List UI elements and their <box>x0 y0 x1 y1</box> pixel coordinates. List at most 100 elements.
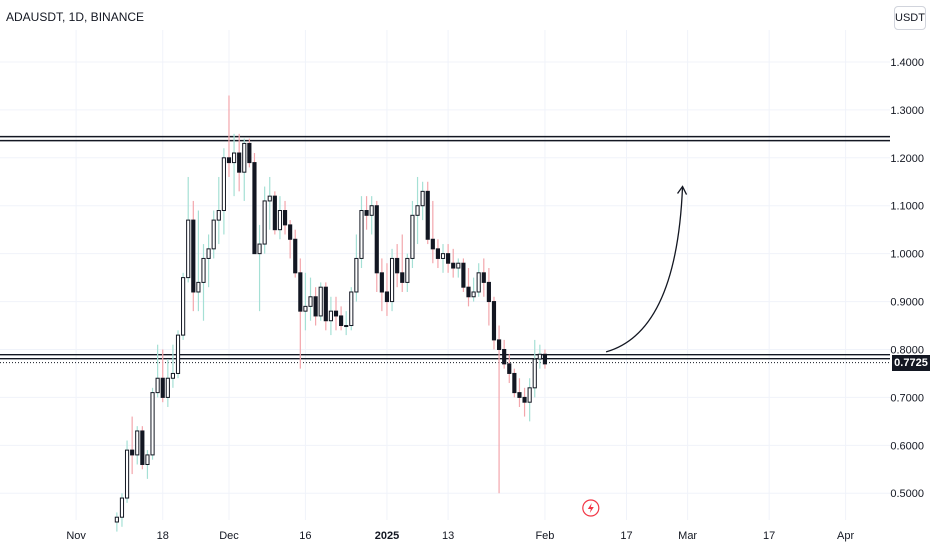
candle-body <box>114 516 119 523</box>
candle-body <box>308 296 313 307</box>
time-tick-label: 13 <box>442 530 454 542</box>
candle-body <box>440 253 446 259</box>
arrow-head <box>677 185 688 195</box>
time-tick-label: 17 <box>620 530 632 542</box>
candle-body <box>395 257 400 274</box>
candle-body <box>226 157 232 164</box>
candle-body <box>318 286 323 317</box>
candle-body <box>522 396 527 403</box>
candle-body <box>456 262 461 269</box>
candle-body <box>175 334 181 374</box>
time-tick-label: Dec <box>219 530 239 542</box>
candle-body <box>339 315 344 327</box>
price-tick-label: 0.9000 <box>890 297 924 309</box>
candle-body <box>201 257 206 283</box>
candle-body <box>425 190 430 240</box>
candle-body <box>542 353 548 365</box>
price-tick-label: 1.1000 <box>890 201 924 213</box>
candle-body <box>216 210 221 221</box>
candle-body <box>359 210 364 259</box>
candle-body <box>145 454 150 465</box>
candle-body <box>466 286 471 298</box>
candle-body <box>354 257 359 293</box>
candle-body <box>435 248 441 259</box>
price-tick-label: 0.8000 <box>890 344 924 356</box>
candle-body <box>135 430 140 456</box>
candle-body <box>517 392 522 398</box>
candle-body <box>242 142 247 173</box>
time-tick-label: Nov <box>66 530 86 542</box>
time-tick-label: 18 <box>157 530 169 542</box>
candle-body <box>446 253 451 264</box>
price-tick-label: 0.7000 <box>890 392 924 404</box>
candle-body <box>507 363 512 374</box>
grid-lines <box>0 30 890 520</box>
candle-body <box>237 152 242 173</box>
price-axis[interactable]: 1.4000 1.3000 1.2000 1.1000 1.0000 0.9000 0.80… <box>890 57 924 500</box>
time-axis[interactable]: Nov 18 Dec 16 2025 13 Feb 17 Mar 17 Apr <box>66 530 854 542</box>
candle-body <box>323 286 328 322</box>
candle-body <box>384 291 390 303</box>
candle-body <box>496 339 502 350</box>
candle-body <box>532 358 537 389</box>
candle-body <box>471 291 476 298</box>
candle-body <box>124 449 130 499</box>
projection-arrow[interactable] <box>605 185 688 353</box>
candle-body <box>272 195 277 231</box>
candle-body <box>420 190 425 207</box>
candle-body <box>303 305 308 312</box>
price-tick-label: 1.3000 <box>890 105 924 117</box>
candle-body <box>298 272 303 312</box>
candle-body <box>119 497 125 518</box>
event-marker[interactable] <box>582 499 600 517</box>
price-tick-label: 0.6000 <box>890 440 924 452</box>
candle-body <box>257 243 262 255</box>
time-tick-label: 16 <box>299 530 311 542</box>
candle-body <box>333 310 339 317</box>
price-tick-label: 1.0000 <box>890 249 924 261</box>
time-tick-label: Feb <box>535 530 554 542</box>
candle-body <box>150 392 155 456</box>
candle-body <box>410 214 415 259</box>
candle-body <box>512 372 517 394</box>
candle-body <box>252 162 257 255</box>
candle-body <box>389 257 395 303</box>
candle-body <box>211 219 216 250</box>
candle-body <box>140 430 145 465</box>
candle-body <box>155 377 160 394</box>
candle-body <box>277 210 283 231</box>
candle-body <box>379 272 384 293</box>
candle-body <box>165 377 170 398</box>
candle-body <box>130 449 135 456</box>
candle-body <box>349 291 354 327</box>
candle-body <box>344 325 349 328</box>
price-tick-label: 1.2000 <box>890 153 924 165</box>
candle-body <box>364 210 369 216</box>
currency-unit-button[interactable]: USDT <box>894 6 926 30</box>
candle-body <box>221 157 226 212</box>
chart-title: ADAUSDT, 1D, BINANCE <box>6 10 145 24</box>
candle-body <box>537 353 542 360</box>
candle-body <box>231 152 237 164</box>
candle-body <box>247 142 252 164</box>
candle-body <box>502 348 507 365</box>
horizontal-levels[interactable] <box>0 135 890 364</box>
candle-body <box>282 210 288 226</box>
candle-body <box>186 219 191 279</box>
time-tick-label: 17 <box>763 530 775 542</box>
candle-body <box>374 205 379 274</box>
candle-body <box>369 205 374 216</box>
candle-body <box>415 205 420 216</box>
candle-body <box>262 200 267 245</box>
candle-body <box>196 281 201 293</box>
candle-body <box>293 238 298 274</box>
arrow-curve <box>605 186 684 353</box>
candle-body <box>288 224 293 240</box>
candle-body <box>328 310 333 322</box>
candle-body <box>527 387 532 403</box>
candle-body <box>267 195 272 202</box>
price-tick-label: 1.4000 <box>890 57 924 69</box>
candle-body <box>476 272 481 293</box>
